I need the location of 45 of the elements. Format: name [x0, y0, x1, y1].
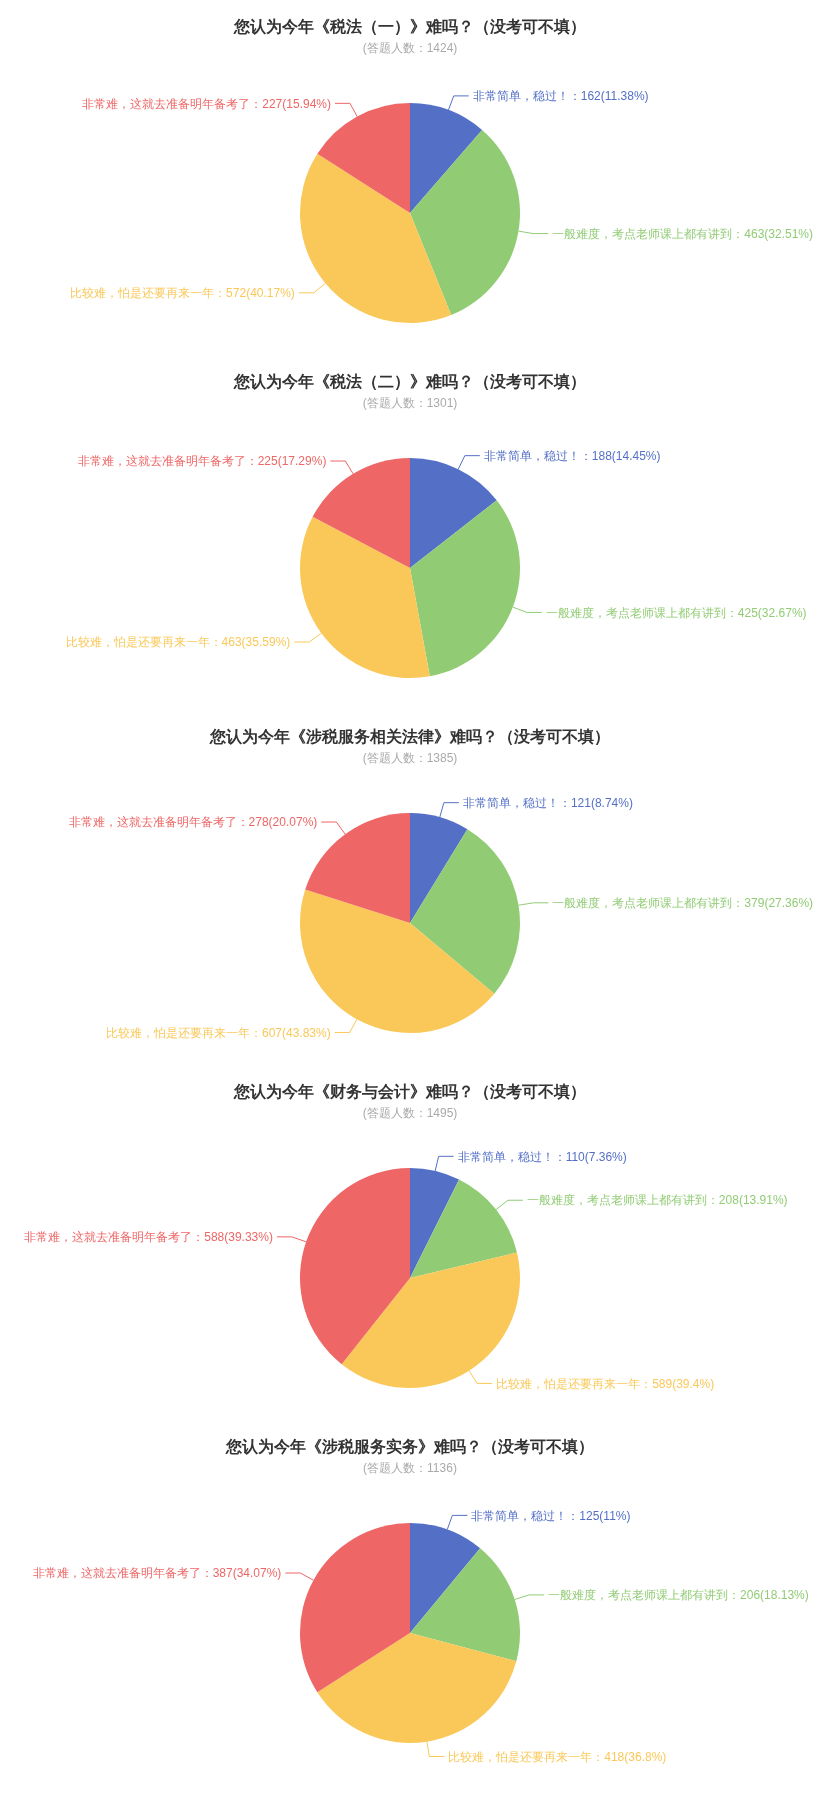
chart-subtitle: (答题人数：1495): [362, 1106, 458, 1120]
chart-subtitle: (答题人数：1424): [362, 41, 458, 55]
chart-title: 您认为今年《涉税服务实务》难吗？（没考可不填）: [225, 1438, 594, 1456]
slice-label: 非常简单，稳过！：121(8.74%): [462, 795, 633, 810]
pie-slice: [410, 500, 520, 677]
slice-label: 非常难，这就去准备明年备考了：225(17.29%): [77, 454, 327, 469]
slice-label: 非常简单，稳过！：110(7.36%): [457, 1149, 627, 1164]
pie-slice: [410, 1548, 520, 1662]
slice-label: 非常简单，稳过！：162(11.38%): [472, 89, 649, 104]
pie-slice: [410, 1523, 481, 1633]
slice-label: 比较难，怕是还要再来一年：607(43.83%): [105, 1025, 331, 1040]
pie-slice: [300, 1523, 410, 1693]
pie-slice: [410, 103, 483, 213]
chart-title: 您认为今年《财务与会计》难吗？（没考可不填）: [233, 1083, 586, 1101]
chart-title: 您认为今年《税法（二）》难吗？（没考可不填）: [233, 373, 586, 391]
slice-label: 非常简单，稳过！：188(14.45%): [483, 448, 661, 463]
slice-label: 一般难度，考点老师课上都有讲到：379(27.36%): [552, 896, 814, 911]
pie-slice: [410, 813, 468, 923]
slice-label: 比较难，怕是还要再来一年：418(36.8%): [448, 1749, 667, 1764]
slice-label: 一般难度，考点老师课上都有讲到：463(32.51%): [552, 226, 814, 241]
chart-subtitle: (答题人数：1301): [362, 396, 458, 410]
chart-subtitle: (答题人数：1136): [363, 1461, 457, 1475]
slice-label: 比较难，怕是还要再来一年：572(40.17%): [70, 286, 295, 301]
chart-title: 您认为今年《涉税服务相关法律》难吗？（没考可不填）: [209, 728, 610, 746]
pie-slice: [317, 1633, 517, 1743]
pie-slice: [300, 1168, 410, 1365]
slice-label: 非常简单，稳过！：125(11%): [471, 1508, 631, 1523]
slice-label: 非常难，这就去准备明年备考了：588(39.33%): [24, 1230, 273, 1245]
slice-label: 非常难，这就去准备明年备考了：278(20.07%): [68, 815, 318, 830]
slice-label: 一般难度，考点老师课上都有讲到：208(13.91%): [526, 1193, 788, 1208]
pie-slice: [410, 1179, 517, 1278]
slice-label: 比较难，怕是还要再来一年：589(39.4%): [496, 1376, 715, 1391]
slice-label: 非常难，这就去准备明年备考了：387(34.07%): [32, 1566, 282, 1581]
pie-slice: [410, 1168, 460, 1278]
chart-title: 您认为今年《税法（一）》难吗？（没考可不填）: [233, 18, 586, 36]
slice-label: 一般难度，考点老师课上都有讲到：425(32.67%): [545, 605, 807, 620]
slice-label: 非常难，这就去准备明年备考了：227(15.94%): [82, 96, 331, 111]
pie-slice: [341, 1252, 520, 1388]
pie-slice: [300, 516, 430, 678]
chart-subtitle: (答题人数：1385): [362, 751, 458, 765]
pie-slice: [410, 129, 520, 315]
pie-slice: [410, 829, 520, 994]
slice-label: 一般难度，考点老师课上都有讲到：206(18.13%): [548, 1588, 809, 1603]
slice-label: 比较难，怕是还要再来一年：463(35.59%): [65, 635, 291, 650]
pie-slice: [300, 153, 452, 323]
